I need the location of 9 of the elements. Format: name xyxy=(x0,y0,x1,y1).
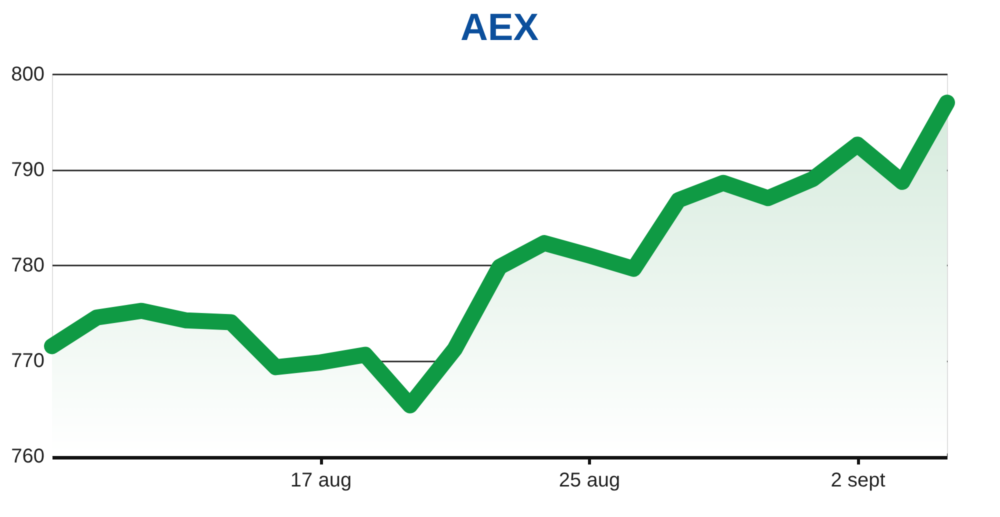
y-tick-label: 800 xyxy=(11,64,44,86)
y-tick-label: 770 xyxy=(11,350,44,372)
y-tick-label: 790 xyxy=(11,159,44,181)
chart-title: AEX xyxy=(460,7,540,49)
y-tick-label: 760 xyxy=(11,446,44,468)
x-tick-label: 25 aug xyxy=(558,470,620,492)
y-tick-label: 780 xyxy=(11,254,44,276)
x-tick-label: 17 aug xyxy=(290,470,352,492)
x-tick-label: 2 sept xyxy=(830,470,886,492)
